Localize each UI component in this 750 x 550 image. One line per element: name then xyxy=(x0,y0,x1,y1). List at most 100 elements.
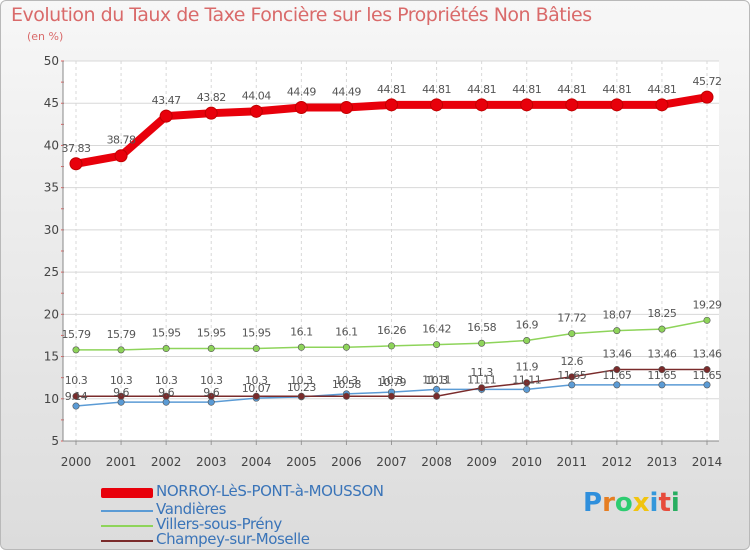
chart-title: Evolution du Taux de Taxe Foncière sur l… xyxy=(11,4,592,26)
logo-letter: r xyxy=(602,488,615,518)
legend-swatch-villers xyxy=(101,525,153,527)
x-tick-label: 2014 xyxy=(692,455,723,469)
data-point xyxy=(339,101,353,115)
data-label: 10.07 xyxy=(242,382,271,395)
data-point xyxy=(433,392,441,400)
data-label: 11.9 xyxy=(515,361,538,374)
data-point xyxy=(610,98,624,112)
y-tick-label: 40 xyxy=(44,138,59,152)
x-tick-label: 2004 xyxy=(241,455,272,469)
y-tick-label: 15 xyxy=(44,350,59,364)
data-label: 18.07 xyxy=(602,309,631,322)
data-label: 9.6 xyxy=(113,386,129,399)
legend-label-norroy: NORROY-LèS-PONT-à-MOUSSON xyxy=(156,482,384,500)
data-label: 11.65 xyxy=(602,369,631,382)
x-tick-label: 2007 xyxy=(376,455,407,469)
data-point xyxy=(69,157,83,171)
data-point xyxy=(252,345,260,353)
x-tick-label: 2013 xyxy=(647,455,678,469)
data-point xyxy=(294,101,308,115)
x-tick-label: 2010 xyxy=(511,455,542,469)
data-point xyxy=(204,106,218,120)
data-label: 44.81 xyxy=(467,83,496,96)
legend-swatch-vandieres xyxy=(101,510,153,512)
legend-swatch-norroy xyxy=(101,488,153,498)
data-point xyxy=(658,325,666,333)
x-tick-label: 2006 xyxy=(331,455,362,469)
data-point xyxy=(523,385,531,393)
data-label: 11.11 xyxy=(467,373,496,386)
data-point xyxy=(478,384,486,392)
data-point xyxy=(430,98,444,112)
data-label: 16.42 xyxy=(422,323,451,336)
x-tick-label: 2001 xyxy=(106,455,137,469)
data-label: 11.3 xyxy=(470,366,493,379)
data-point xyxy=(162,398,170,406)
data-point xyxy=(568,373,576,381)
x-tick-label: 2008 xyxy=(421,455,452,469)
data-label: 15.79 xyxy=(107,328,136,341)
data-point xyxy=(162,392,170,400)
data-label: 12.6 xyxy=(561,355,584,368)
data-label: 10.3 xyxy=(380,374,403,387)
data-label: 10.79 xyxy=(377,376,406,389)
data-label: 10.3 xyxy=(335,374,358,387)
data-label: 38.78 xyxy=(107,134,136,147)
data-label: 16.1 xyxy=(290,325,313,338)
x-tick-label: 2011 xyxy=(557,455,588,469)
data-label: 9.6 xyxy=(203,386,219,399)
data-point xyxy=(658,381,666,389)
data-label: 44.49 xyxy=(287,86,316,99)
data-label: 13.46 xyxy=(693,348,722,361)
logo-letter: t xyxy=(658,488,671,518)
data-label: 44.81 xyxy=(512,83,541,96)
data-point xyxy=(655,98,669,112)
data-label: 44.81 xyxy=(422,83,451,96)
logo-letter: i xyxy=(649,488,659,518)
data-label: 11.11 xyxy=(512,373,541,386)
data-point xyxy=(117,346,125,354)
logo-letter: P xyxy=(583,488,603,518)
data-point xyxy=(387,342,395,350)
data-label: 10.3 xyxy=(110,374,133,387)
data-label: 44.81 xyxy=(377,83,406,96)
data-point xyxy=(613,381,621,389)
logo-letter: o xyxy=(614,488,633,518)
data-point xyxy=(207,345,215,353)
data-label: 13.46 xyxy=(647,348,676,361)
y-tick-label: 50 xyxy=(44,54,59,68)
logo-letter: i xyxy=(670,488,680,518)
data-point xyxy=(117,392,125,400)
data-point xyxy=(520,98,534,112)
data-label: 44.81 xyxy=(647,83,676,96)
y-tick-label: 30 xyxy=(44,223,59,237)
data-point xyxy=(162,345,170,353)
data-label: 9.6 xyxy=(158,386,174,399)
y-tick-label: 35 xyxy=(44,181,59,195)
data-point xyxy=(297,392,305,400)
data-point xyxy=(207,398,215,406)
data-point xyxy=(433,385,441,393)
data-label: 18.25 xyxy=(647,307,676,320)
data-label: 44.81 xyxy=(602,83,631,96)
data-point xyxy=(72,346,80,354)
data-point xyxy=(703,366,711,374)
x-tick-label: 2005 xyxy=(286,455,317,469)
legend-label-villers: Villers-sous-Prény xyxy=(156,515,282,533)
data-point xyxy=(387,392,395,400)
x-tick-label: 2009 xyxy=(466,455,497,469)
data-label: 10.3 xyxy=(155,374,178,387)
data-label: 9.14 xyxy=(65,390,88,403)
data-point xyxy=(342,392,350,400)
y-tick-label: 10 xyxy=(44,392,59,406)
data-label: 44.49 xyxy=(332,86,361,99)
y-tick-label: 45 xyxy=(44,96,59,110)
data-point xyxy=(72,402,80,410)
y-tick-label: 25 xyxy=(44,265,59,279)
proxiti-logo: Proxiti xyxy=(583,488,680,518)
data-label: 13.46 xyxy=(602,348,631,361)
data-label: 16.58 xyxy=(467,321,496,334)
data-label: 43.47 xyxy=(152,94,181,107)
data-point xyxy=(385,98,398,112)
data-point xyxy=(249,104,263,118)
